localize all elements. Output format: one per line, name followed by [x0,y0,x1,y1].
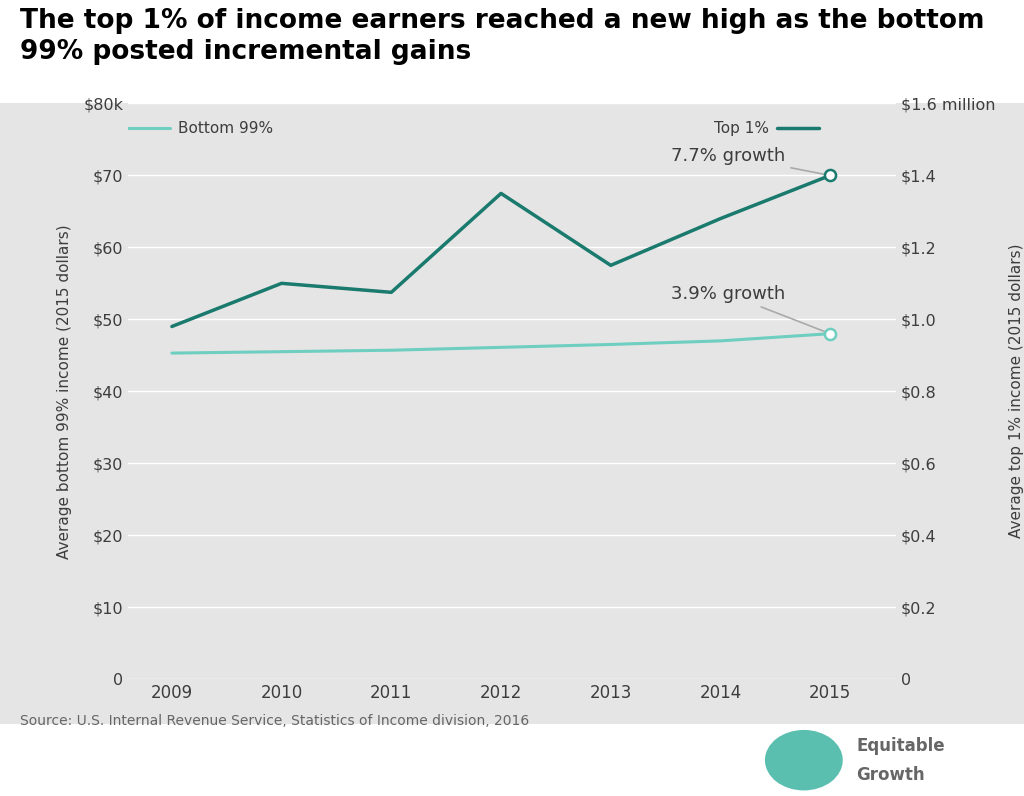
Text: 3.9% growth: 3.9% growth [671,285,827,333]
Bar [826,762,839,790]
Bar [774,771,785,790]
Text: 7.7% growth: 7.7% growth [671,146,827,175]
Bar [792,763,803,790]
Text: Equitable: Equitable [856,737,945,755]
Y-axis label: Average top 1% income (2015 dollars): Average top 1% income (2015 dollars) [1010,244,1024,538]
Text: Growth: Growth [856,766,925,783]
Text: Bottom 99%: Bottom 99% [178,121,273,136]
Text: Top 1%: Top 1% [715,121,769,136]
Y-axis label: Average bottom 99% income (2015 dollars): Average bottom 99% income (2015 dollars) [57,224,72,559]
Bar [809,771,820,790]
Text: The top 1% of income earners reached a new high as the bottom
99% posted increme: The top 1% of income earners reached a n… [20,8,985,65]
Text: Source: U.S. Internal Revenue Service, Statistics of Income division, 2016: Source: U.S. Internal Revenue Service, S… [20,714,529,728]
